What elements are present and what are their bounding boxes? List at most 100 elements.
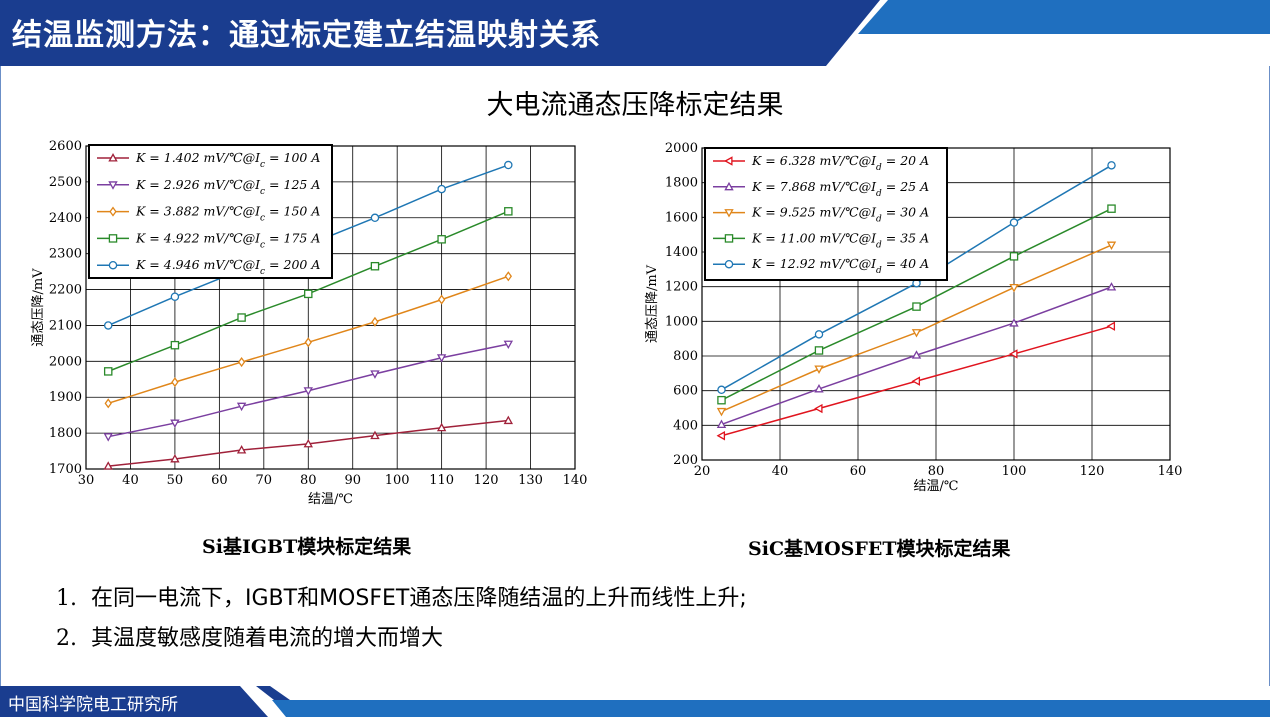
bullet-text: 其温度敏感度随着电流的增大而增大 <box>91 626 444 651</box>
data-point <box>504 160 513 170</box>
data-point <box>370 370 380 379</box>
data-point <box>1009 318 1019 327</box>
data-point <box>108 234 118 243</box>
data-point <box>236 402 247 412</box>
legend-entry: K = 9.525 mV/℃@Id = 30 A <box>713 205 929 225</box>
legend-label: K = 4.922 mV/℃@Ic = 175 A <box>135 230 320 250</box>
y-axis-label: 通态压降/mV <box>31 268 46 347</box>
data-point <box>1009 284 1019 293</box>
data-point <box>911 329 922 338</box>
data-point <box>717 385 726 395</box>
y-axis-label: 通态压降/mV <box>645 264 660 343</box>
series-2 <box>716 282 1117 428</box>
data-point <box>108 260 118 270</box>
data-point <box>1106 282 1117 291</box>
legend-label: K = 7.868 mV/℃@Id = 25 A <box>751 179 929 199</box>
data-point <box>724 181 734 191</box>
data-point <box>170 340 180 350</box>
y-tick-label: 2600 <box>49 139 82 154</box>
x-tick-label: 130 <box>518 473 543 488</box>
y-tick-label: 2400 <box>49 211 82 226</box>
data-point <box>504 271 513 282</box>
legend-box <box>88 144 333 279</box>
bullet-number: 1. <box>56 586 77 611</box>
x-tick-label: 40 <box>772 464 789 479</box>
y-tick-label: 1000 <box>665 314 698 329</box>
y-tick-label: 1700 <box>49 462 82 477</box>
y-tick-label: 2100 <box>49 318 82 333</box>
data-point <box>303 438 313 448</box>
series-3 <box>716 241 1117 417</box>
bullet-item-1: 1. 在同一电流下，IGBT和MOSFET通态压降随结温的上升而线性上升; <box>56 580 747 612</box>
caption-igbt: Si基IGBT模块标定结果 <box>202 536 412 558</box>
x-tick-label: 120 <box>474 473 499 488</box>
data-point <box>1107 204 1116 213</box>
x-tick-label: 110 <box>429 473 454 488</box>
y-tick-label: 1200 <box>665 280 698 295</box>
data-point <box>724 156 733 166</box>
y-tick-label: 1400 <box>665 245 698 260</box>
series-5 <box>717 161 1116 395</box>
data-point <box>724 234 734 243</box>
x-tick-label: 60 <box>850 464 867 479</box>
data-point <box>1106 241 1117 251</box>
y-tick-label: 1800 <box>49 426 82 441</box>
data-point <box>716 407 727 417</box>
series-3 <box>104 271 513 409</box>
x-tick-label: 30 <box>78 473 95 488</box>
data-point <box>370 213 380 223</box>
data-point <box>237 313 246 322</box>
legend-entry: K = 11.00 mV/℃@Id = 35 A <box>713 230 929 250</box>
legend-label: K = 9.525 mV/℃@Id = 30 A <box>751 205 929 225</box>
chart-legend: K = 1.402 mV/℃@Ic = 100 AK = 2.926 mV/℃@… <box>88 144 333 279</box>
data-point <box>716 431 726 441</box>
igbt-calibration-chart: 30 40 50 60 70 80 90 100 110 120 130 140 1700 1800 190… <box>31 139 588 507</box>
data-point <box>103 461 113 470</box>
data-point <box>503 340 514 350</box>
data-point <box>171 377 179 388</box>
data-point <box>170 292 180 301</box>
series-4 <box>103 207 513 376</box>
y-tick-label: 1600 <box>665 210 698 225</box>
data-point <box>304 337 312 348</box>
data-point <box>814 383 824 393</box>
data-point <box>503 415 514 425</box>
x-tick-label: 70 <box>256 473 273 488</box>
data-point <box>437 294 446 305</box>
legend-label: K = 3.882 mV/℃@Ic = 150 A <box>135 204 320 224</box>
y-tick-label: 2500 <box>49 175 82 190</box>
x-axis-label: 结温/℃ <box>914 479 959 494</box>
data-point <box>912 302 921 311</box>
y-tick-label: 800 <box>673 349 698 364</box>
x-tick-label: 120 <box>1080 464 1105 479</box>
mosfet-calibration-chart: 20 40 60 80 100 120 140 200 400 600 800 1000 1200 140… <box>645 141 1182 494</box>
data-point <box>814 346 824 355</box>
x-tick-label: 140 <box>563 473 588 488</box>
data-point <box>724 209 734 218</box>
y-tick-label: 2300 <box>49 247 82 262</box>
data-point <box>911 350 922 359</box>
data-point <box>814 403 823 414</box>
data-point <box>724 259 734 269</box>
data-point <box>370 261 380 271</box>
footer-bar: 中国科学院电工研究所 <box>0 686 1270 717</box>
legend-label: K = 2.926 mV/℃@Ic = 125 A <box>135 177 320 197</box>
slide-title: 结温监测方法：通过标定建立结温映射关系 <box>12 18 601 53</box>
x-tick-label: 90 <box>344 473 361 488</box>
data-point <box>437 184 446 194</box>
data-point <box>1009 252 1019 261</box>
x-tick-label: 80 <box>300 473 317 488</box>
data-point <box>237 356 246 368</box>
legend-entry: K = 7.868 mV/℃@Id = 25 A <box>713 179 929 199</box>
legend-entry: K = 2.926 mV/℃@Ic = 125 A <box>97 177 320 197</box>
data-point <box>437 235 446 244</box>
data-point <box>1009 218 1019 227</box>
series-4 <box>717 204 1116 405</box>
data-point <box>236 445 247 454</box>
data-point <box>170 419 180 429</box>
data-point <box>108 153 118 162</box>
data-point <box>716 419 727 428</box>
series-1 <box>103 415 514 470</box>
data-point <box>1107 161 1116 170</box>
y-tick-label: 2200 <box>49 283 82 298</box>
